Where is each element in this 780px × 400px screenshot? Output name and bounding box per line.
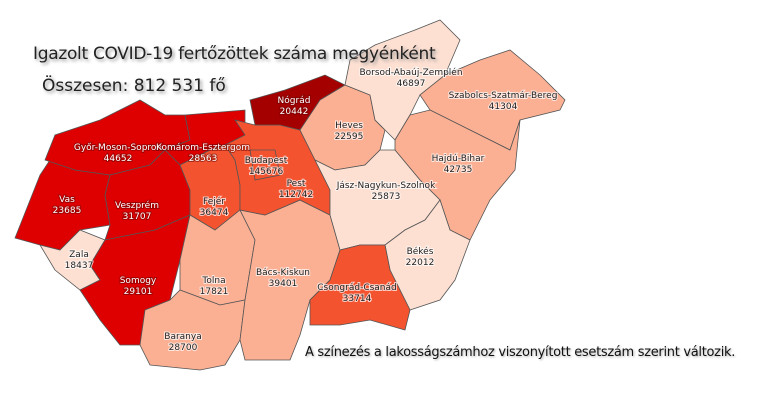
county-budapest	[249, 149, 281, 181]
county-name-label: Borsod-Abaúj-Zemplén	[359, 67, 462, 78]
county-name-label: Csongrád-Csanád	[317, 283, 397, 293]
county-name-label: Somogy	[120, 276, 157, 286]
county-name-label: Bács-Kiskun	[256, 268, 310, 278]
color-note: A színezés a lakosságszámhoz viszonyítot…	[305, 345, 736, 360]
county-cases-label: 28700	[169, 343, 198, 353]
county-name-label: Nógrád	[278, 95, 311, 106]
county-cases-label: 44652	[104, 154, 133, 164]
county-name-label: Heves	[335, 121, 363, 131]
county-cases-label: 20442	[280, 107, 309, 117]
county-cases-label: 29101	[124, 287, 153, 297]
county-cases-label: 18437	[65, 261, 94, 271]
county-name-label: Fejér	[203, 196, 225, 207]
county-name-label: Tolna	[201, 276, 225, 286]
county-name-label: Vas	[59, 195, 75, 205]
county-cases-label: 33714	[343, 294, 372, 304]
county-cases-label: 17821	[200, 287, 229, 297]
county-cases-label: 22012	[406, 258, 435, 268]
county-cases-label: 25873	[372, 192, 401, 202]
county-name-label: Győr-Moson-Sopron	[74, 143, 162, 153]
county-cases-label: 31707	[123, 212, 152, 222]
county-csongrad-csanad	[309, 244, 411, 331]
county-name-label: Pest	[287, 179, 306, 189]
county-cases-label: 42735	[444, 165, 473, 175]
county-name-label: Jász-Nagykun-Szolnok	[336, 181, 436, 191]
county-cases-label: 112742	[279, 190, 313, 200]
map-title: Igazolt COVID-19 fertőzöttek száma megyé…	[33, 44, 436, 64]
county-name-label: Békés	[407, 246, 434, 257]
total-cases: Összesen: 812 531 fő	[42, 76, 226, 96]
county-name-label: Veszprém	[115, 200, 159, 211]
county-cases-label: 36474	[200, 208, 229, 218]
county-name-label: Zala	[69, 250, 89, 260]
county-cases-label: 28563	[189, 154, 218, 164]
county-name-label: Baranya	[164, 332, 201, 342]
county-cases-label: 23685	[53, 206, 82, 216]
county-cases-label: 22595	[335, 132, 364, 142]
county-name-label: Szabolcs-Szatmár-Bereg	[449, 91, 558, 101]
county-name-label: Hajdú-Bihar	[432, 154, 485, 164]
county-cases-label: 41304	[489, 102, 518, 112]
county-name-label: Budapest	[245, 156, 288, 166]
county-cases-label: 46897	[397, 79, 426, 89]
county-baranya	[139, 289, 246, 371]
county-cases-label: 145676	[249, 167, 284, 177]
county-cases-label: 39401	[269, 279, 298, 289]
county-name-label: Komárom-Esztergom	[156, 143, 250, 153]
county-szabolcs-szatmar-bereg	[419, 49, 566, 151]
